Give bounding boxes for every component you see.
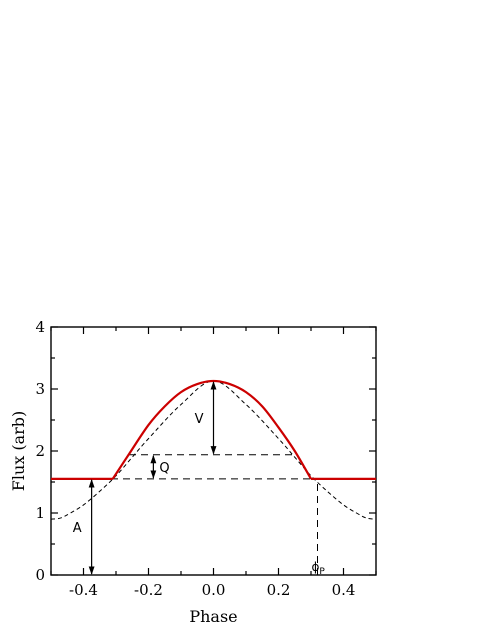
annotation-label-a: A xyxy=(73,521,82,536)
annotation-label-v: V xyxy=(195,412,204,427)
plot-layer: -0.4 -0.2 0.0 0.2 0.4 0 1 2 3 4 Phase Flux (arb) V Q A… xyxy=(9,318,377,626)
x-tick-label: 0.0 xyxy=(202,581,226,599)
annotation-label-phi-p-subscript: P xyxy=(319,567,325,577)
y-tick-label: 3 xyxy=(35,380,45,398)
y-tick-label: 1 xyxy=(35,504,45,522)
annotation-label-q: Q xyxy=(159,461,169,476)
x-tick-label: -0.4 xyxy=(69,581,98,599)
series-model-peak xyxy=(111,379,312,480)
x-axis-title: Phase xyxy=(189,607,237,626)
y-axis-title: Flux (arb) xyxy=(9,411,28,492)
y-tick-label: 4 xyxy=(35,318,45,336)
x-tick-label: -0.2 xyxy=(134,581,163,599)
x-tick-label: 0.2 xyxy=(267,581,291,599)
y-tick-label: 2 xyxy=(35,442,45,460)
x-tick-label: 0.4 xyxy=(332,581,356,599)
y-tick-label: 0 xyxy=(35,566,45,584)
